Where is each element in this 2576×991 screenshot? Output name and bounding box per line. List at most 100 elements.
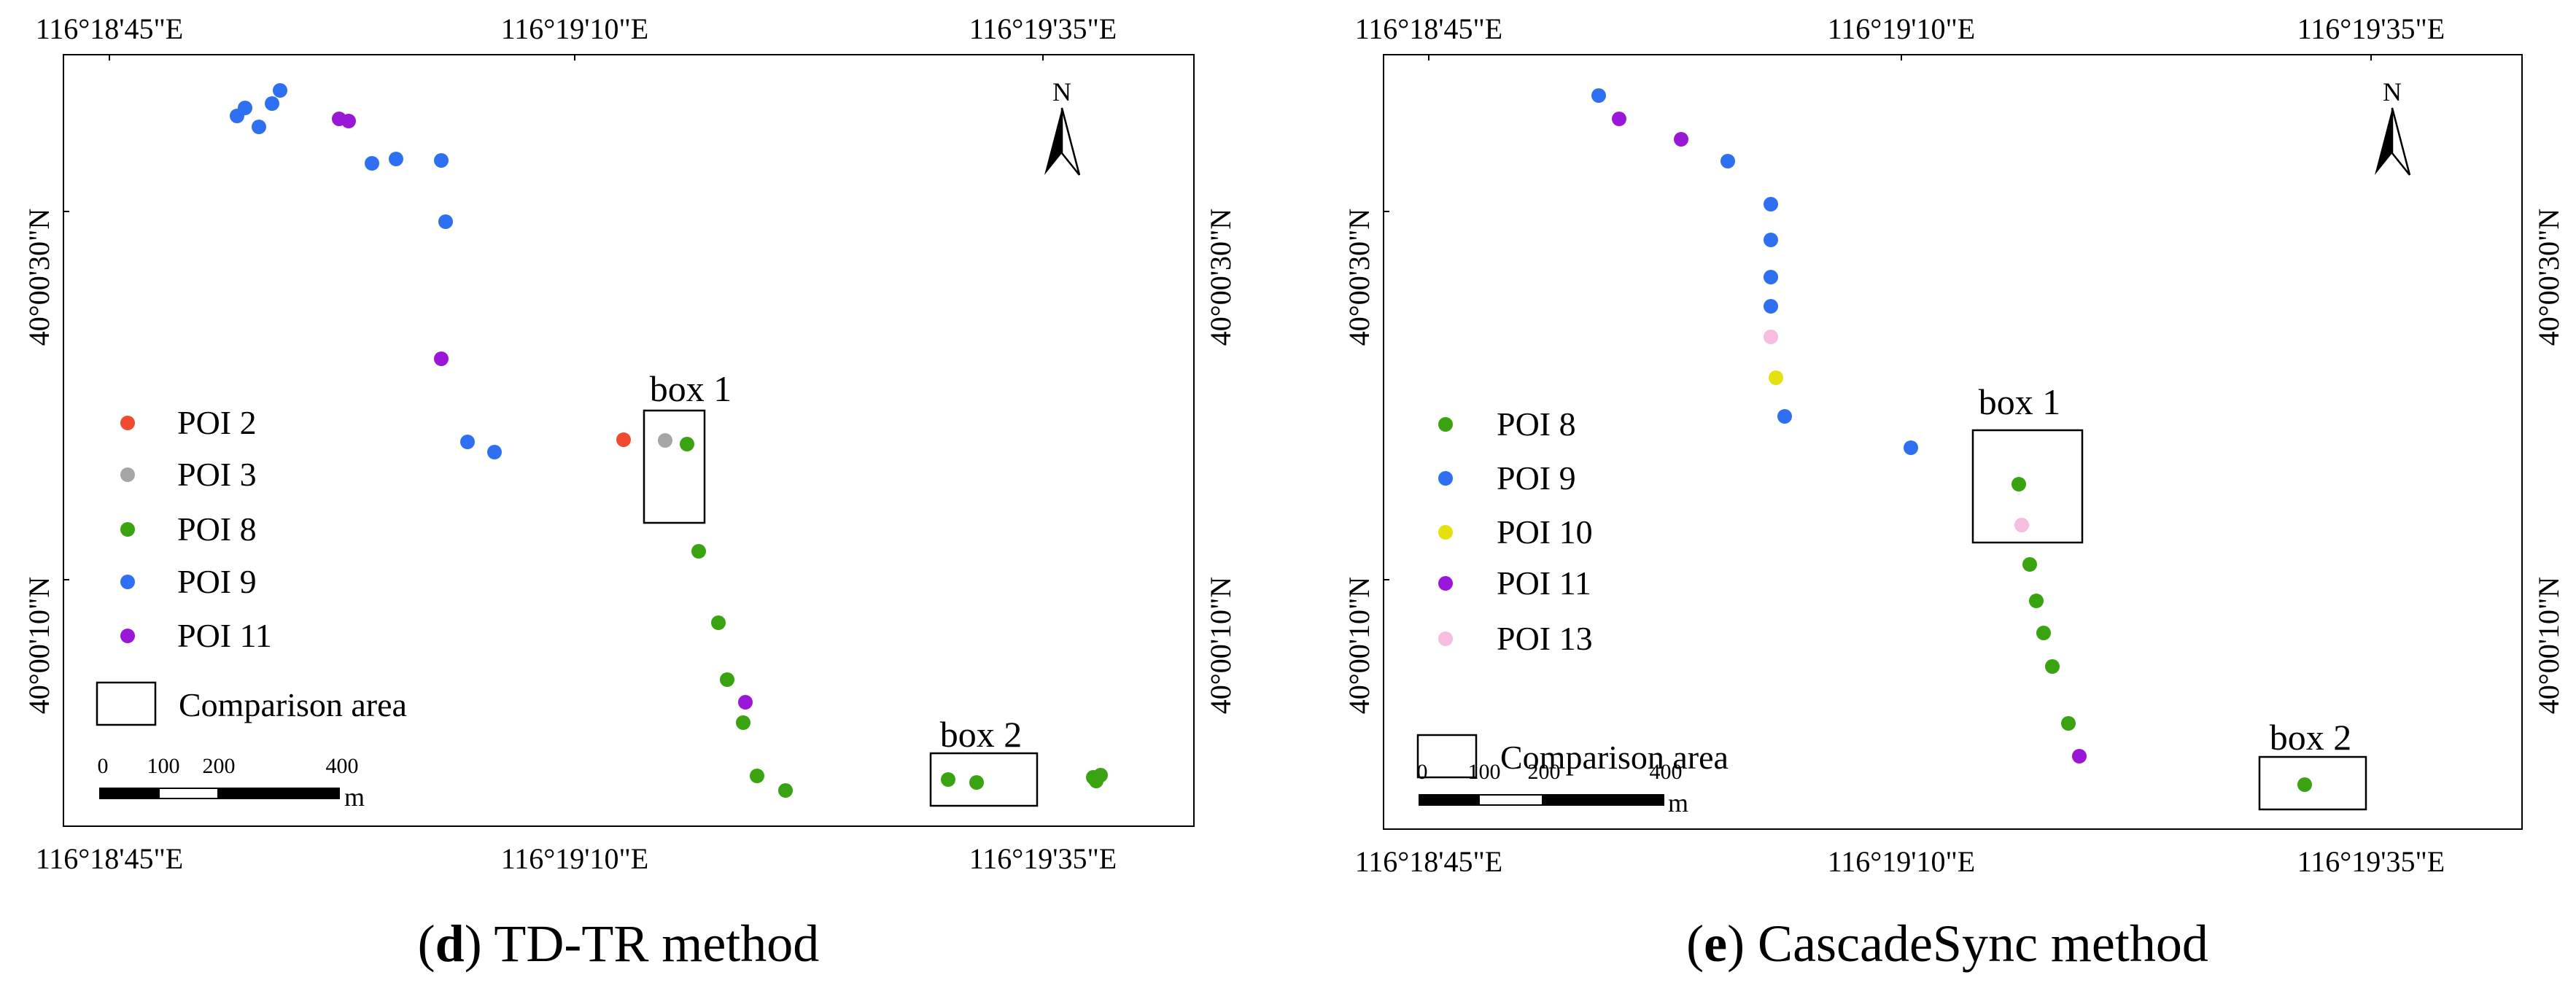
lon-tick-label-bottom: 116°19'10"E bbox=[1828, 845, 1975, 878]
legend-label: POI 13 bbox=[1497, 620, 1593, 657]
lon-tick-label-bottom: 116°19'35"E bbox=[969, 842, 1117, 875]
legend-comparison-swatch bbox=[1416, 734, 1478, 779]
poi-marker-poi-8 bbox=[2061, 716, 2076, 731]
comparison-box-2 bbox=[2258, 755, 2367, 811]
legend-comparison-label: Comparison area bbox=[179, 686, 407, 723]
poi-marker-poi-11 bbox=[738, 695, 753, 710]
lon-tick-label-bottom: 116°19'10"E bbox=[501, 842, 648, 875]
map-frame bbox=[63, 54, 1195, 827]
poi-marker-poi-9 bbox=[273, 83, 287, 98]
scale-bar-unit: m bbox=[344, 782, 365, 812]
poi-marker-poi-8 bbox=[941, 772, 955, 787]
poi-marker-poi-8 bbox=[691, 544, 706, 559]
lon-tick-label-top: 116°19'35"E bbox=[2297, 12, 2445, 45]
scale-bar-tick-label: 400 bbox=[1650, 760, 1683, 784]
north-arrow-right-half bbox=[2391, 107, 2411, 176]
poi-marker-poi-13 bbox=[2014, 518, 2029, 532]
lat-tick-label-left: 40°00'30"N bbox=[1343, 209, 1376, 346]
poi-marker-poi-9 bbox=[1591, 88, 1606, 103]
poi-marker-poi-8 bbox=[680, 437, 694, 451]
poi-marker-poi-9 bbox=[1720, 154, 1735, 168]
poi-marker-poi-9 bbox=[487, 445, 502, 459]
legend-label: POI 10 bbox=[1497, 513, 1593, 551]
panel-caption: (e) CascadeSync method bbox=[1686, 914, 2208, 973]
poi-marker-poi-11 bbox=[434, 351, 449, 366]
legend-label: POI 2 bbox=[177, 404, 257, 441]
box-label-2: box 2 bbox=[2270, 717, 2352, 758]
legend-swatch bbox=[120, 629, 135, 643]
scale-bar-tick-label: 200 bbox=[203, 754, 236, 778]
legend-swatch bbox=[1438, 525, 1453, 540]
poi-marker-poi-2 bbox=[616, 432, 631, 447]
poi-marker-poi-8 bbox=[2011, 477, 2026, 491]
lon-tick-label-bottom: 116°18'45"E bbox=[1355, 845, 1502, 878]
legend-swatch bbox=[1438, 417, 1453, 432]
poi-marker-poi-9 bbox=[1764, 299, 1778, 314]
map-panel-d: 116°18'45"E 116°18'45"E 116°19'10"E 116°19'… bbox=[23, 12, 1237, 973]
lon-tick-label-top: 116°19'10"E bbox=[1828, 12, 1975, 45]
poi-marker-poi-9 bbox=[238, 101, 252, 115]
lat-tick-label-left: 40°00'10"N bbox=[1343, 577, 1376, 714]
legend-label: POI 8 bbox=[177, 510, 257, 548]
poi-marker-poi-8 bbox=[969, 775, 984, 790]
lat-tick-label-right: 40°00'30"N bbox=[2532, 209, 2565, 346]
north-arrow-right-half bbox=[1060, 107, 1081, 176]
legend-label: POI 9 bbox=[177, 563, 257, 600]
north-arrow-left-half bbox=[1044, 108, 1062, 175]
poi-marker-poi-11 bbox=[2072, 749, 2087, 763]
poi-marker-poi-9 bbox=[265, 96, 279, 111]
poi-marker-poi-3 bbox=[658, 433, 672, 448]
poi-marker-poi-10 bbox=[1769, 370, 1783, 385]
poi-marker-poi-11 bbox=[1612, 112, 1626, 126]
poi-marker-poi-8 bbox=[778, 783, 793, 798]
poi-marker-poi-8 bbox=[736, 715, 750, 730]
poi-marker-poi-8 bbox=[720, 672, 734, 687]
map-frame bbox=[1383, 54, 2523, 830]
panel-caption: (d) TD-TR method bbox=[418, 914, 820, 973]
north-arrow-label: N bbox=[2383, 77, 2402, 106]
scale-bar-tick-label: 100 bbox=[1468, 760, 1501, 784]
north-arrow-left-half bbox=[2375, 108, 2392, 175]
box-label-2: box 2 bbox=[940, 714, 1023, 755]
poi-marker-poi-9 bbox=[1764, 233, 1778, 247]
north-arrow-icon: N bbox=[2375, 77, 2411, 176]
legend-label: POI 8 bbox=[1497, 405, 1576, 443]
north-arrow-label: N bbox=[1052, 77, 1071, 106]
poi-marker-poi-9 bbox=[1764, 270, 1778, 284]
legend-label: POI 3 bbox=[177, 456, 257, 493]
poi-marker-poi-9 bbox=[252, 120, 266, 134]
lat-tick-label-left: 40°00'30"N bbox=[23, 209, 55, 346]
map-panel-e: 116°18'45"E 116°18'45"E 116°19'10"E 116°19'… bbox=[1343, 12, 2565, 973]
legend-comparison-swatch bbox=[96, 681, 157, 726]
poi-marker-poi-9 bbox=[1904, 440, 1918, 455]
poi-marker-poi-8 bbox=[750, 769, 764, 783]
poi-marker-poi-13 bbox=[1764, 330, 1778, 344]
north-arrow-icon: N bbox=[1044, 77, 1081, 176]
scale-bar-tick-label: 0 bbox=[1417, 760, 1428, 784]
lat-tick-label-right: 40°00'10"N bbox=[2532, 577, 2565, 714]
poi-marker-poi-9 bbox=[1777, 409, 1792, 424]
legend-swatch bbox=[120, 467, 135, 482]
poi-marker-poi-9 bbox=[460, 435, 475, 449]
comparison-box-2 bbox=[929, 752, 1039, 807]
scale-bar: 0 100 200 400 m bbox=[1417, 760, 1689, 817]
lon-tick-label-top: 116°19'35"E bbox=[969, 12, 1117, 45]
legend-swatch bbox=[1438, 471, 1453, 486]
poi-marker-poi-8 bbox=[1089, 774, 1103, 788]
legend-swatch bbox=[120, 575, 135, 589]
box-label-1: box 1 bbox=[1979, 381, 2061, 422]
legend-swatch bbox=[1438, 631, 1453, 646]
poi-marker-poi-9 bbox=[438, 214, 453, 229]
scale-bar-segment bbox=[99, 788, 160, 799]
lon-tick-label-top: 116°19'10"E bbox=[501, 12, 648, 45]
lat-tick-label-right: 40°00'10"N bbox=[1204, 577, 1237, 714]
legend-label: POI 11 bbox=[1497, 564, 1591, 602]
scale-bar: 0 100 200 400 m bbox=[98, 754, 365, 812]
scale-bar-segment bbox=[1542, 794, 1664, 806]
legend-swatch bbox=[120, 522, 135, 537]
scale-bar-unit: m bbox=[1668, 788, 1688, 817]
lon-tick-label-top: 116°18'45"E bbox=[36, 12, 183, 45]
comparison-box-1 bbox=[1971, 429, 2084, 544]
poi-marker-poi-11 bbox=[341, 114, 356, 128]
